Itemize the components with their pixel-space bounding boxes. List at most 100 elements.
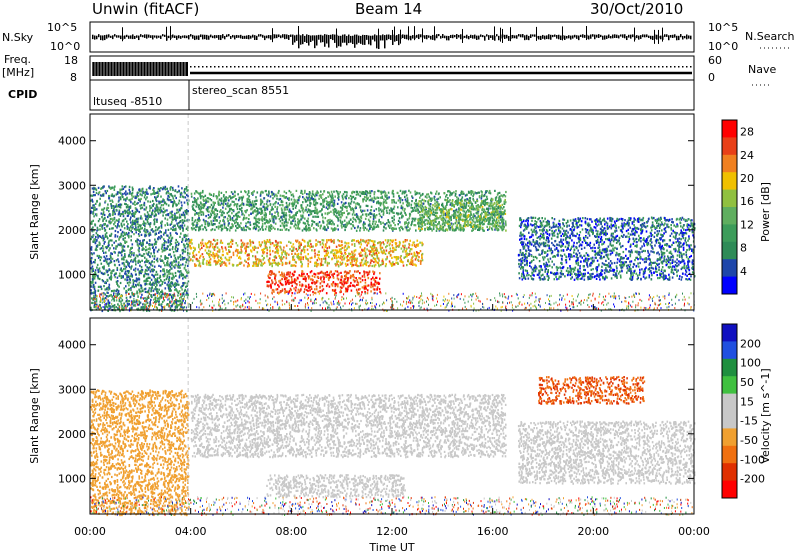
power-cell (297, 202, 299, 205)
power-cell (260, 201, 262, 204)
power-cell (219, 241, 222, 244)
power-cell (311, 278, 313, 281)
power-cell (462, 204, 465, 207)
power-cell (345, 194, 348, 197)
nsky-bar (520, 34, 522, 38)
power-cell (249, 241, 252, 244)
power-cell (242, 218, 244, 221)
power-cell (355, 202, 357, 205)
power-cell (429, 227, 432, 230)
nsky-bar (230, 35, 232, 39)
power-cell (408, 203, 410, 206)
power-cell (399, 256, 402, 259)
power-cell (338, 213, 341, 216)
power-cell (315, 261, 318, 264)
power-cell (376, 261, 379, 264)
power-cell (236, 264, 238, 267)
power-cell (262, 258, 264, 261)
power-cell (472, 228, 474, 232)
power-cell (338, 244, 340, 247)
power-cell (310, 243, 312, 246)
power-cell (225, 258, 228, 261)
power-cell (263, 207, 266, 210)
power-cell (459, 201, 461, 205)
power-cell (204, 221, 206, 224)
power-cell (205, 198, 207, 201)
power-cell (326, 253, 329, 256)
power-cell (489, 192, 492, 195)
power-cell (281, 200, 284, 203)
power-cell (419, 210, 422, 214)
power-cell (674, 231, 677, 234)
power-cell (366, 274, 369, 277)
power-cell (428, 199, 430, 202)
power-cell (399, 189, 402, 192)
power-cell (274, 279, 277, 282)
power-cell (380, 264, 382, 267)
power-cell (234, 250, 237, 253)
power-cell (208, 240, 210, 243)
power-cell (194, 264, 196, 267)
power-cell (404, 221, 406, 224)
freq-dot (622, 66, 624, 68)
power-cell (239, 262, 242, 265)
cpid-strip (89, 79, 695, 111)
power-cell (228, 256, 231, 259)
power-cell (519, 251, 522, 254)
power-cell (444, 219, 447, 222)
power-cell (462, 229, 465, 232)
power-cell (239, 208, 241, 211)
power-cell (494, 228, 496, 231)
power-cell (376, 257, 379, 260)
power-cell (383, 251, 386, 254)
power-cell (417, 218, 419, 222)
power-cell (291, 203, 294, 206)
power-cell (458, 217, 460, 220)
power-cell (266, 246, 268, 249)
power-cell (286, 290, 288, 293)
power-cell (383, 243, 385, 246)
power-cell (302, 256, 304, 259)
power-cell (671, 266, 673, 269)
power-cell (320, 196, 323, 199)
power-cell (574, 218, 577, 221)
power-cell (285, 221, 287, 224)
nsky-bar (438, 34, 440, 37)
power-cell (447, 222, 449, 225)
power-cell (294, 206, 297, 209)
power-cell (324, 212, 327, 215)
power-cell (427, 211, 429, 214)
nsky-bar (406, 34, 408, 40)
power-cell (199, 254, 202, 257)
power-cell (358, 203, 360, 206)
power-cell (423, 221, 425, 224)
power-cell (319, 290, 321, 293)
power-cell (202, 195, 205, 199)
power-cell (441, 210, 444, 213)
power-cell (414, 204, 417, 207)
nsky-bar (264, 35, 266, 41)
power-cell (307, 217, 309, 220)
power-cell (407, 253, 410, 256)
power-cell (334, 254, 336, 257)
power-cell (373, 264, 376, 267)
power-cell (416, 202, 418, 205)
power-cell (224, 263, 227, 266)
power-cell (269, 212, 271, 215)
power-cell (308, 193, 311, 196)
power-cell (363, 209, 366, 212)
power-cell (195, 253, 198, 256)
power-cell (199, 192, 201, 195)
power-cell (393, 218, 395, 221)
freq-tick-top: 18 (64, 54, 78, 67)
power-cell (384, 223, 386, 226)
power-cell (447, 216, 450, 219)
power-cell (243, 242, 246, 245)
power-cell (379, 244, 382, 247)
power-cell (287, 221, 289, 224)
power-cell (194, 197, 197, 201)
nsky-bar (266, 35, 268, 39)
power-cell (606, 249, 609, 252)
power-cell (327, 277, 330, 280)
power-cell (479, 227, 482, 230)
